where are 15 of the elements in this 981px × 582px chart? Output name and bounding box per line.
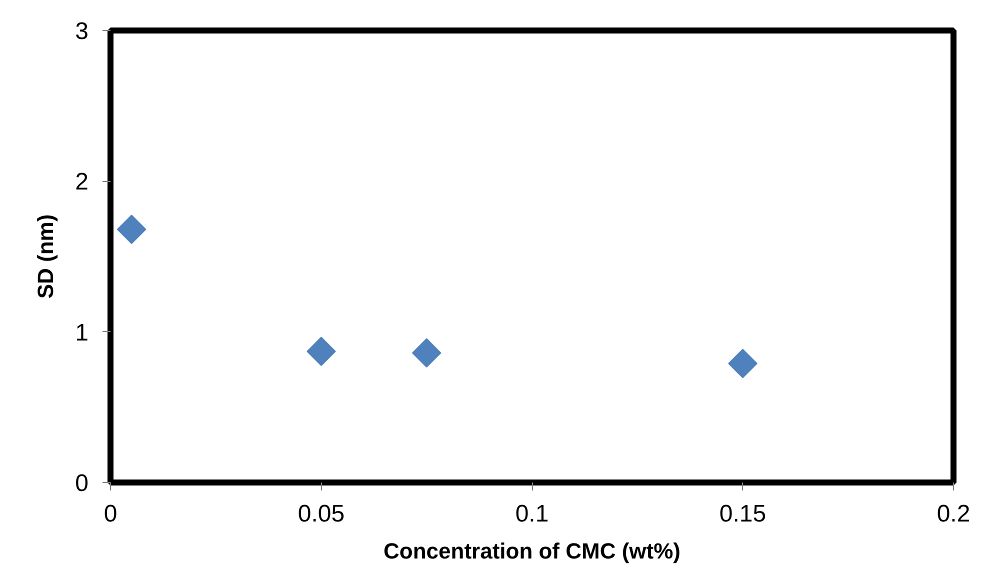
y-tick-label: 3 (75, 18, 89, 45)
x-axis-title: Concentration of CMC (wt%) (384, 538, 680, 564)
point (728, 348, 758, 378)
x-tick-label: 0.2 (936, 500, 970, 528)
point (116, 214, 146, 244)
x-tick-label: 0.1 (515, 500, 549, 528)
x-tick-label: 0 (104, 500, 118, 528)
x-tick-label: 0.05 (298, 500, 345, 528)
y-axis-title: SD (nm) (33, 214, 58, 299)
x-tick-label: 0.15 (719, 500, 766, 528)
point (306, 336, 336, 366)
y-tick-label: 2 (75, 168, 89, 196)
y-tick-label: 0 (75, 470, 89, 497)
y-tick-label: 1 (75, 319, 89, 346)
point (412, 338, 442, 368)
